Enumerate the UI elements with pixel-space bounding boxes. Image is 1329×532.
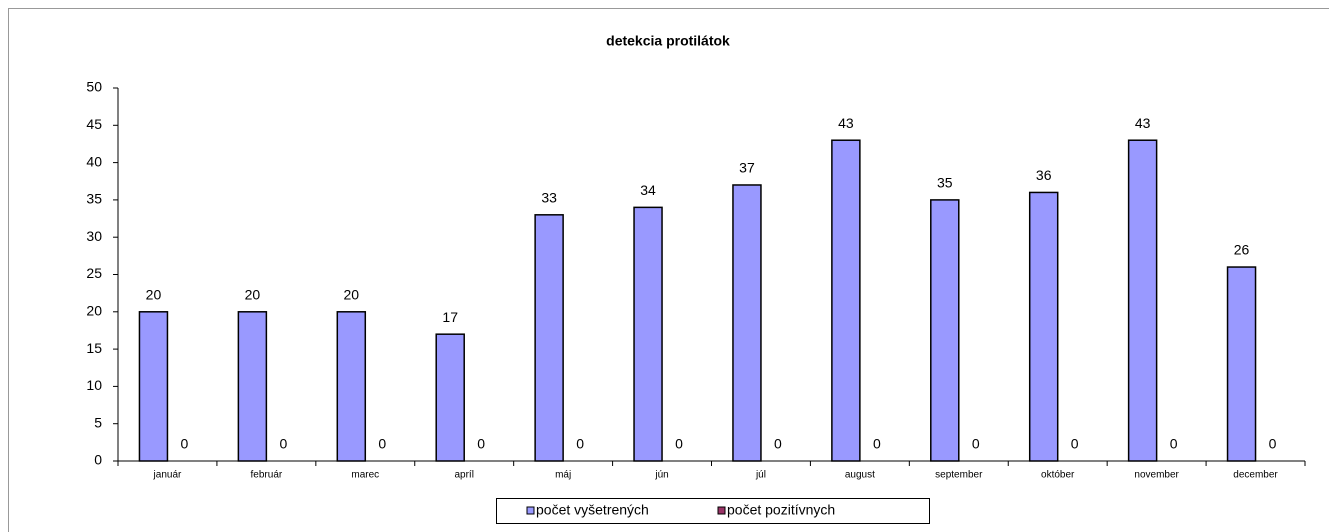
value-label: 0 bbox=[1269, 436, 1277, 452]
bar bbox=[930, 199, 960, 462]
value-label: 0 bbox=[972, 436, 980, 452]
value-label: 0 bbox=[181, 436, 189, 452]
bar bbox=[1028, 191, 1059, 462]
value-label: 36 bbox=[1036, 167, 1052, 183]
chart-frame bbox=[8, 8, 1329, 532]
legend-swatch bbox=[526, 506, 535, 515]
value-label: 35 bbox=[937, 175, 953, 191]
bar bbox=[1127, 139, 1158, 462]
bar bbox=[732, 184, 762, 462]
y-tick-label: 25 bbox=[86, 265, 102, 281]
bar bbox=[534, 214, 564, 462]
bar bbox=[435, 333, 465, 462]
x-tick-label: december bbox=[1233, 470, 1278, 481]
y-tick-label: 30 bbox=[86, 228, 102, 244]
bar bbox=[633, 206, 663, 462]
y-tick-label: 0 bbox=[94, 452, 102, 468]
value-label: 0 bbox=[1170, 436, 1178, 452]
bar bbox=[237, 311, 268, 462]
bar bbox=[1226, 266, 1257, 462]
x-tick-label: október bbox=[1041, 470, 1075, 481]
value-label: 43 bbox=[1135, 115, 1151, 131]
x-tick-label: február bbox=[251, 470, 283, 481]
chart-title: detekcia protilátok bbox=[606, 33, 730, 49]
value-label: 37 bbox=[739, 160, 755, 176]
value-label: 0 bbox=[378, 436, 386, 452]
y-tick-label: 5 bbox=[94, 414, 102, 430]
x-tick-label: november bbox=[1134, 470, 1179, 481]
value-label: 0 bbox=[576, 436, 584, 452]
x-tick-label: august bbox=[845, 470, 875, 481]
bar bbox=[138, 311, 169, 462]
value-label: 0 bbox=[1071, 436, 1079, 452]
y-tick-label: 10 bbox=[86, 377, 102, 393]
legend-label: počet vyšetrených bbox=[536, 502, 649, 518]
value-label: 34 bbox=[640, 182, 656, 198]
y-tick-label: 20 bbox=[86, 303, 102, 319]
y-tick-label: 35 bbox=[86, 191, 102, 207]
x-tick-label: júl bbox=[755, 470, 766, 481]
value-label: 26 bbox=[1234, 242, 1250, 258]
value-label: 20 bbox=[245, 287, 261, 303]
value-label: 17 bbox=[442, 309, 458, 325]
value-label: 0 bbox=[873, 436, 881, 452]
value-label: 0 bbox=[774, 436, 782, 452]
bar bbox=[831, 139, 861, 462]
value-label: 0 bbox=[279, 436, 287, 452]
value-label: 0 bbox=[675, 436, 683, 452]
bar bbox=[336, 311, 367, 462]
x-tick-label: marec bbox=[351, 470, 379, 481]
y-tick-label: 15 bbox=[86, 340, 102, 356]
value-label: 33 bbox=[541, 190, 557, 206]
legend-box bbox=[496, 498, 930, 524]
value-label: 20 bbox=[146, 287, 162, 303]
x-tick-label: jún bbox=[654, 470, 668, 481]
value-label: 43 bbox=[838, 115, 854, 131]
y-tick-label: 50 bbox=[86, 79, 102, 95]
value-label: 20 bbox=[344, 287, 360, 303]
legend-label: počet pozitívnych bbox=[727, 502, 835, 518]
y-tick-label: 40 bbox=[86, 153, 102, 169]
y-tick-label: 45 bbox=[86, 116, 102, 132]
x-tick-label: september bbox=[935, 470, 983, 481]
legend-swatch bbox=[717, 506, 726, 515]
value-label: 0 bbox=[477, 436, 485, 452]
x-tick-label: máj bbox=[555, 470, 571, 481]
x-tick-label: január bbox=[153, 470, 182, 481]
x-tick-label: apríl bbox=[454, 470, 473, 481]
